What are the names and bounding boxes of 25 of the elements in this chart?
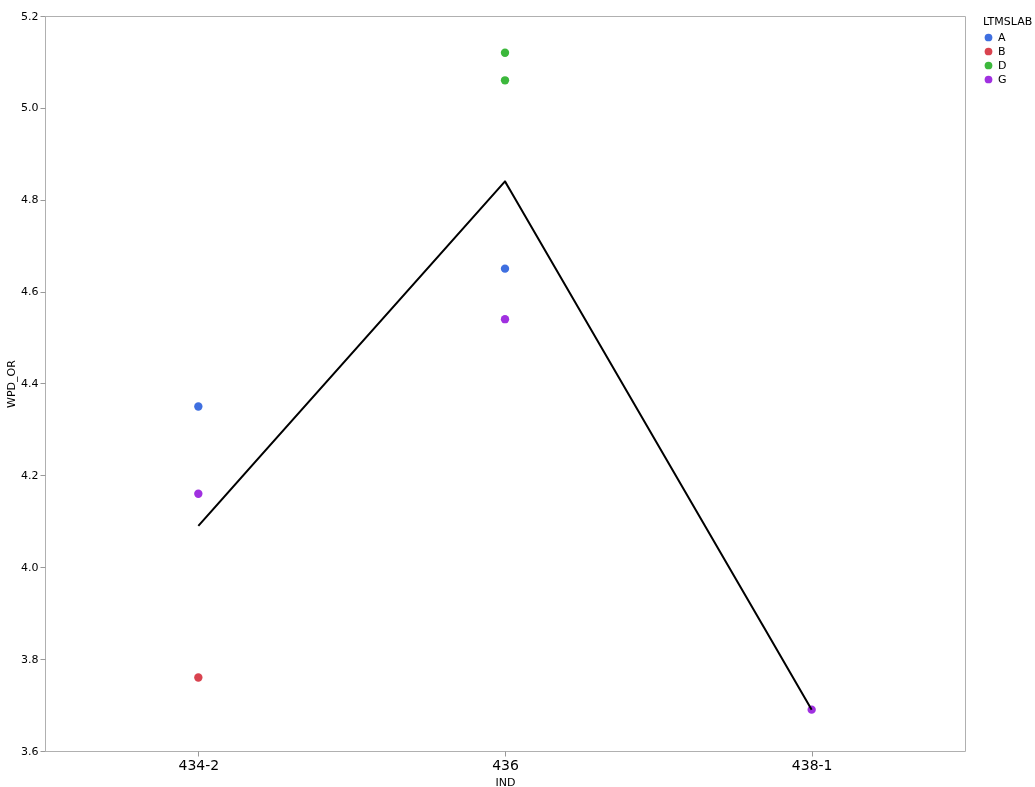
legend-label: D	[998, 58, 1007, 72]
x-tick-label: 434-2	[178, 756, 220, 773]
x-axis-title: IND	[495, 775, 516, 787]
legend-title: LTMSLAB	[983, 15, 1033, 28]
y-tick-label: 4.6	[21, 285, 39, 299]
legend-label: G	[998, 72, 1007, 86]
y-tick-label: 4.0	[21, 560, 39, 574]
y-axis-title: WPD_OR	[5, 359, 19, 408]
y-tick-label: 3.8	[21, 652, 39, 666]
y-tick-label: 4.2	[21, 468, 39, 482]
y-tick-label: 4.4	[21, 377, 39, 390]
x-tick-label: 436	[492, 756, 519, 773]
y-tick-label: 5.2	[21, 9, 39, 23]
y-tick-label: 4.8	[21, 193, 39, 207]
point	[500, 76, 510, 85]
point	[500, 264, 510, 273]
legend-label: A	[998, 30, 1006, 44]
point	[194, 673, 203, 682]
legend-label: B	[998, 44, 1006, 58]
point	[194, 489, 203, 498]
x-tick-label: 438-1	[791, 756, 833, 773]
point	[194, 402, 203, 411]
y-tick-label: 3.6	[21, 744, 39, 758]
y-tick-label: 5.0	[21, 101, 39, 115]
point	[500, 315, 510, 324]
